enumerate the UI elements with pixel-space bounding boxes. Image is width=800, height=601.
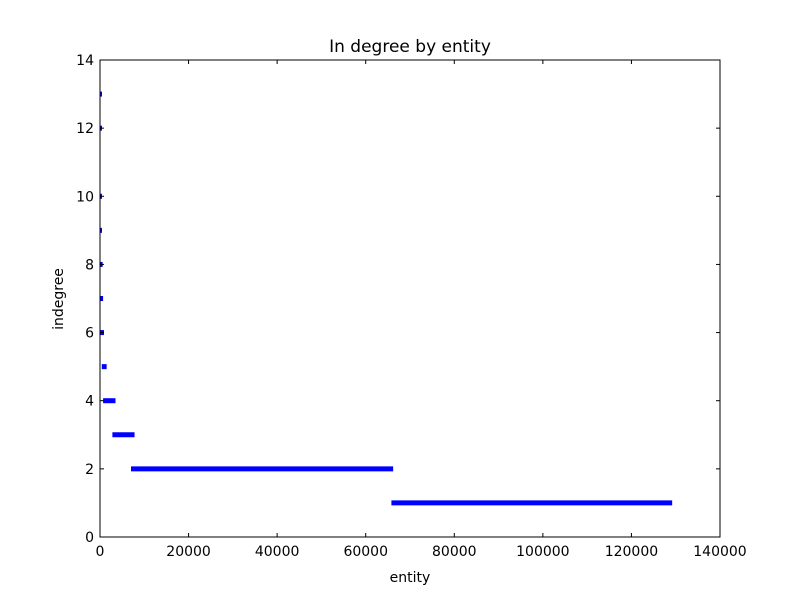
x-tick-label: 100000 bbox=[516, 544, 569, 560]
y-tick-label: 0 bbox=[85, 530, 94, 546]
y-tick-label: 8 bbox=[85, 257, 94, 273]
x-axis-title: entity bbox=[390, 570, 431, 586]
chart-title: In degree by entity bbox=[329, 37, 491, 57]
y-tick-label: 14 bbox=[76, 53, 94, 69]
y-tick-label: 6 bbox=[85, 326, 94, 342]
x-tick-label: 140000 bbox=[693, 544, 746, 560]
data-layer bbox=[100, 91, 673, 506]
x-tick-label: 0 bbox=[96, 544, 105, 560]
x-tick-label: 120000 bbox=[605, 544, 658, 560]
y-tick-label: 2 bbox=[85, 462, 94, 478]
y-tick-label: 4 bbox=[85, 394, 94, 410]
y-axis-title: indegree bbox=[51, 268, 67, 330]
x-tick-label: 60000 bbox=[343, 544, 388, 560]
x-tick-label: 40000 bbox=[255, 544, 300, 560]
plot-frame bbox=[99, 59, 721, 538]
x-tick-label: 80000 bbox=[432, 544, 477, 560]
y-tick-label: 10 bbox=[76, 189, 94, 205]
ticks-layer: 0 20000 40000 60000 80000 100000 120000 140000 0… bbox=[76, 53, 747, 560]
y-tick-label: 12 bbox=[76, 121, 94, 137]
x-tick-label: 20000 bbox=[166, 544, 211, 560]
